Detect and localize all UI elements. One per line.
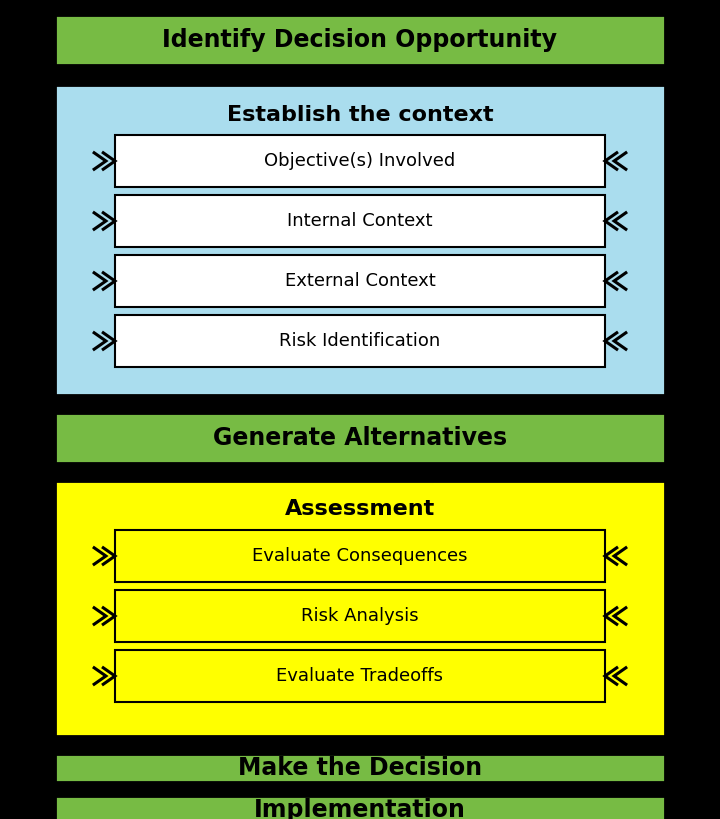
Bar [55,481,665,736]
Bar [115,315,605,367]
Text: External Context: External Context [284,272,436,290]
Text: Implementation: Implementation [254,798,466,819]
Bar [55,15,665,65]
Text: Establish the context: Establish the context [227,105,493,125]
Bar [115,530,605,582]
Bar [115,135,605,187]
Text: Internal Context: Internal Context [287,212,433,230]
Bar [55,85,665,395]
Text: Objective(s) Involved: Objective(s) Involved [264,152,456,170]
Text: Generate Alternatives: Generate Alternatives [213,426,507,450]
Text: Identify Decision Opportunity: Identify Decision Opportunity [163,28,557,52]
Text: Make the Decision: Make the Decision [238,756,482,780]
Bar [115,590,605,642]
Bar [115,650,605,702]
Bar [115,255,605,307]
Text: Risk Identification: Risk Identification [279,332,441,350]
Bar [115,195,605,247]
Text: Evaluate Tradeoffs: Evaluate Tradeoffs [276,667,444,685]
Bar [55,754,665,782]
Text: Risk Analysis: Risk Analysis [301,607,419,625]
Bar [55,413,665,463]
Text: Evaluate Consequences: Evaluate Consequences [252,547,468,565]
Bar [55,796,665,819]
Text: Assessment: Assessment [285,499,435,519]
